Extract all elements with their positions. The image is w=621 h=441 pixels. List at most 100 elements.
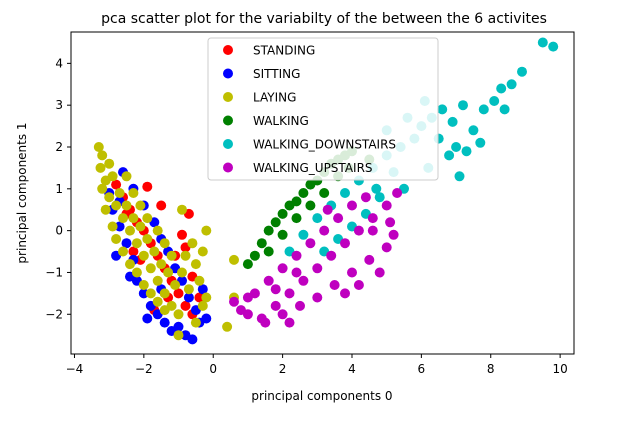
point-walking-upstairs-24 xyxy=(295,300,305,311)
x-tick-label--4: −4 xyxy=(66,362,84,376)
point-sitting-6 xyxy=(138,288,149,299)
point-walking-upstairs-27 xyxy=(347,267,357,278)
plot-area-frame xyxy=(70,31,575,355)
point-laying-8 xyxy=(111,200,122,211)
chart-title: pca scatter plot for the variabilty of t… xyxy=(101,11,547,27)
point-laying-16 xyxy=(138,250,149,261)
point-laying-35 xyxy=(197,300,208,311)
point-laying-36 xyxy=(100,204,111,215)
legend-label-walking: WALKING xyxy=(253,114,309,128)
x-axis-ticks: −4 −2 0 2 4 6 8 10 xyxy=(66,354,568,376)
point-walking-downstairs-2 xyxy=(312,213,323,224)
point-walking-upstairs-31 xyxy=(374,267,385,278)
point-walking-upstairs-12 xyxy=(392,188,403,198)
point-walking-upstairs-16 xyxy=(291,250,302,261)
point-laying-25 xyxy=(170,280,181,290)
point-walking-upstairs-0 xyxy=(229,296,239,307)
point-laying-45 xyxy=(159,305,170,316)
point-laying-34 xyxy=(201,292,212,303)
point-laying-40 xyxy=(125,259,135,270)
point-walking-downstairs-4 xyxy=(340,188,350,198)
point-standing-9 xyxy=(173,288,184,299)
x-tick-label-0: 0 xyxy=(209,362,217,376)
legend-box xyxy=(207,37,439,181)
point-walking-downstairs-24 xyxy=(451,142,462,152)
legend-label-standing: STANDING xyxy=(253,44,315,58)
point-walking-16 xyxy=(263,246,274,257)
point-laying-56 xyxy=(201,225,212,236)
point-walking-downstairs-20 xyxy=(517,66,527,77)
y-tick-label--2: −2 xyxy=(45,307,63,321)
legend-marker-laying xyxy=(223,92,233,102)
point-walking-downstairs-17 xyxy=(489,96,500,106)
point-walking-upstairs-38 xyxy=(367,225,378,236)
point-walking-upstairs-10 xyxy=(367,213,378,224)
point-walking-upstairs-23 xyxy=(277,309,288,320)
y-tick-label-0: 0 xyxy=(55,224,63,238)
point-laying-37 xyxy=(107,221,118,232)
point-walking-upstairs-15 xyxy=(277,263,288,274)
point-laying-59 xyxy=(190,317,201,328)
legend-label-walking-downstairs: WALKING_DOWNSTAIRS xyxy=(253,138,396,152)
point-sitting-28 xyxy=(142,313,153,324)
point-walking-5 xyxy=(277,208,288,219)
point-laying-38 xyxy=(111,234,122,244)
point-laying-43 xyxy=(145,288,156,299)
y-axis-label: principal components 1 xyxy=(15,122,29,263)
y-axis-ticks: −2 −1 0 1 2 3 4 xyxy=(45,56,71,321)
point-walking-17 xyxy=(277,229,288,240)
point-walking-downstairs-33 xyxy=(461,146,472,157)
point-walking-2 xyxy=(256,238,267,249)
point-laying-48 xyxy=(135,200,146,211)
x-tick-label-8: 8 xyxy=(487,362,495,376)
point-standing-10 xyxy=(180,300,191,311)
x-tick-label-2: 2 xyxy=(279,362,287,376)
y-tick-label--1: −1 xyxy=(45,265,63,279)
legend-marker-walking-upstairs xyxy=(223,162,233,173)
legend-label-sitting: SITTING xyxy=(253,67,300,81)
legend-label-laying: LAYING xyxy=(253,91,296,105)
point-laying-28 xyxy=(180,250,191,261)
point-standing-15 xyxy=(156,200,167,211)
point-walking-upstairs-17 xyxy=(305,238,316,249)
point-walking-upstairs-34 xyxy=(284,317,295,328)
point-laying-5 xyxy=(107,171,118,182)
point-walking-upstairs-6 xyxy=(312,263,323,274)
point-laying-22 xyxy=(159,288,170,299)
point-standing-20 xyxy=(194,292,205,303)
point-walking-upstairs-40 xyxy=(270,284,281,295)
point-walking-upstairs-20 xyxy=(347,200,357,211)
point-walking-upstairs-33 xyxy=(340,288,350,299)
point-laying-57 xyxy=(177,204,187,215)
point-walking-upstairs-37 xyxy=(322,204,333,215)
point-walking-downstairs-18 xyxy=(496,83,507,94)
point-laying-42 xyxy=(138,280,149,290)
point-standing-0 xyxy=(111,179,122,190)
point-standing-14 xyxy=(142,181,153,192)
y-tick-label-1: 1 xyxy=(55,182,63,196)
point-walking-upstairs-5 xyxy=(298,275,309,286)
x-tick-label--2: −2 xyxy=(135,362,153,376)
point-walking-19 xyxy=(305,200,316,211)
point-laying-18 xyxy=(145,263,156,274)
point-walking-downstairs-1 xyxy=(298,229,309,240)
point-walking-3 xyxy=(263,225,274,236)
point-walking-upstairs-7 xyxy=(326,250,337,261)
point-laying-20 xyxy=(152,275,163,286)
point-laying-21 xyxy=(156,259,167,270)
point-walking-20 xyxy=(319,188,330,198)
point-walking-downstairs-41 xyxy=(499,104,510,115)
point-walking-downstairs-15 xyxy=(468,125,479,136)
point-laying-58 xyxy=(173,330,184,341)
point-walking-4 xyxy=(270,217,281,228)
point-walking-8 xyxy=(298,188,309,198)
point-laying-7 xyxy=(104,192,115,203)
point-laying-39 xyxy=(118,246,128,257)
point-laying-49 xyxy=(142,213,153,224)
y-tick-label-2: 2 xyxy=(55,140,63,154)
point-laying-52 xyxy=(166,250,177,261)
point-laying-44 xyxy=(152,296,163,307)
y-tick-label-3: 3 xyxy=(55,98,63,112)
point-walking-upstairs-26 xyxy=(329,280,340,290)
point-laying-17 xyxy=(142,234,153,244)
